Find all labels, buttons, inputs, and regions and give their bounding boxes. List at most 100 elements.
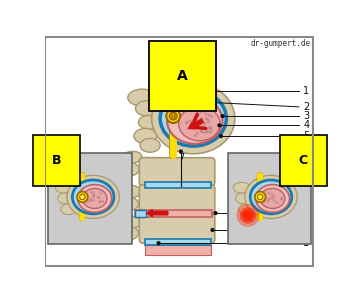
Circle shape	[197, 110, 199, 112]
Text: 6: 6	[303, 208, 309, 218]
Circle shape	[186, 122, 188, 124]
Circle shape	[264, 199, 265, 200]
Circle shape	[210, 131, 211, 133]
FancyBboxPatch shape	[139, 158, 215, 186]
Text: 2: 2	[303, 102, 310, 112]
Circle shape	[273, 195, 275, 197]
Circle shape	[91, 191, 93, 193]
Ellipse shape	[120, 151, 141, 164]
Ellipse shape	[72, 180, 114, 214]
Bar	[145, 245, 211, 255]
Circle shape	[173, 115, 176, 118]
Circle shape	[93, 196, 94, 197]
Circle shape	[97, 196, 99, 198]
Text: 1: 1	[303, 86, 309, 96]
Circle shape	[208, 121, 209, 123]
Circle shape	[201, 130, 202, 132]
Ellipse shape	[160, 91, 226, 146]
Circle shape	[268, 192, 270, 194]
Ellipse shape	[82, 188, 107, 208]
Circle shape	[203, 132, 205, 134]
Circle shape	[221, 115, 224, 118]
Circle shape	[192, 128, 193, 129]
Text: A: A	[177, 69, 188, 83]
Circle shape	[264, 200, 265, 202]
Circle shape	[274, 200, 275, 202]
Circle shape	[98, 197, 100, 199]
Circle shape	[93, 194, 95, 196]
Circle shape	[195, 117, 196, 119]
Circle shape	[210, 90, 213, 93]
Ellipse shape	[260, 188, 285, 208]
Circle shape	[243, 210, 253, 221]
Circle shape	[90, 200, 91, 201]
Circle shape	[201, 131, 202, 132]
Circle shape	[170, 115, 173, 118]
Circle shape	[237, 205, 259, 226]
Text: 3: 3	[303, 111, 309, 121]
Circle shape	[205, 131, 207, 132]
Circle shape	[210, 127, 211, 128]
Text: 4: 4	[303, 120, 309, 130]
Bar	[145, 182, 211, 188]
Ellipse shape	[128, 89, 157, 106]
Circle shape	[186, 122, 188, 123]
Text: 5: 5	[303, 131, 310, 141]
FancyArrowPatch shape	[192, 114, 206, 128]
Bar	[135, 210, 146, 217]
Circle shape	[264, 196, 265, 198]
Circle shape	[205, 113, 206, 115]
Ellipse shape	[121, 185, 141, 198]
Circle shape	[187, 128, 188, 130]
Ellipse shape	[167, 98, 223, 144]
Circle shape	[240, 208, 256, 223]
Circle shape	[194, 135, 196, 137]
Ellipse shape	[134, 128, 157, 144]
Circle shape	[93, 193, 95, 195]
Circle shape	[99, 201, 101, 202]
Ellipse shape	[233, 182, 250, 193]
Ellipse shape	[239, 204, 254, 214]
Circle shape	[197, 125, 199, 127]
Circle shape	[219, 135, 222, 137]
Circle shape	[196, 132, 198, 134]
Ellipse shape	[58, 193, 73, 204]
Ellipse shape	[117, 197, 139, 211]
Circle shape	[175, 99, 178, 102]
Circle shape	[218, 124, 221, 127]
Ellipse shape	[139, 115, 159, 129]
Text: 7: 7	[178, 153, 184, 163]
Ellipse shape	[116, 162, 139, 176]
Ellipse shape	[121, 216, 141, 229]
Ellipse shape	[152, 83, 235, 154]
Circle shape	[99, 201, 100, 202]
Ellipse shape	[178, 107, 220, 141]
Circle shape	[80, 194, 85, 200]
Circle shape	[258, 194, 263, 200]
Circle shape	[265, 199, 266, 200]
Circle shape	[281, 197, 282, 199]
Circle shape	[189, 128, 191, 129]
Text: 1: 1	[303, 238, 309, 248]
Circle shape	[255, 191, 266, 202]
Circle shape	[214, 212, 217, 214]
Ellipse shape	[135, 101, 159, 116]
Circle shape	[100, 193, 102, 194]
Circle shape	[77, 191, 88, 202]
Circle shape	[211, 128, 212, 130]
Text: 3: 3	[303, 225, 309, 235]
Ellipse shape	[61, 204, 76, 214]
Circle shape	[193, 119, 194, 121]
Circle shape	[198, 114, 199, 116]
Circle shape	[208, 131, 209, 133]
Circle shape	[272, 198, 273, 199]
Circle shape	[93, 200, 94, 201]
FancyArrow shape	[146, 210, 168, 217]
Bar	[48, 153, 132, 244]
Circle shape	[276, 202, 278, 203]
Text: B: B	[51, 154, 61, 167]
Circle shape	[189, 121, 190, 122]
Circle shape	[102, 201, 104, 202]
Ellipse shape	[67, 176, 119, 218]
Circle shape	[211, 229, 214, 231]
